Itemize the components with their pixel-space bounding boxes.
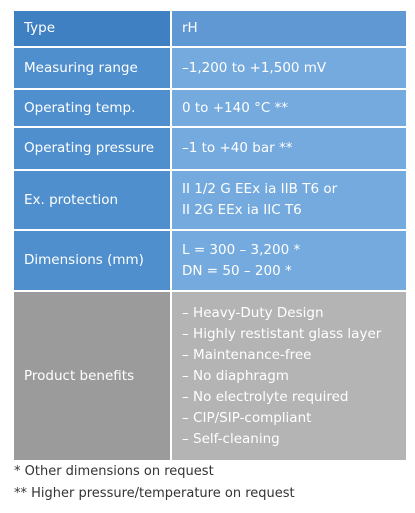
row: Ex. protection II 1/2 G EEx ia IIB T6 or… (14, 171, 406, 229)
benefit: – No diaphragm (182, 367, 289, 384)
header-row: Type rH (14, 11, 406, 46)
value-line: II 2G EEx ia IIC T6 (182, 202, 302, 218)
row: Operating pressure –1 to +40 bar ** (14, 128, 406, 169)
header-cell: Type (14, 11, 170, 46)
row-value: –1,200 to +1,500 mV (172, 48, 406, 88)
benefit: – Heavy-Duty Design (182, 304, 324, 321)
value-line: L = 300 – 3,200 * (182, 241, 301, 258)
row: Dimensions (mm) L = 300 – 3,200 * DN = 5… (14, 231, 406, 290)
row-value: L = 300 – 3,200 * DN = 50 – 200 * (172, 231, 406, 290)
row-label: Measuring range (14, 48, 170, 88)
benefit: – Maintenance-free (182, 346, 312, 363)
row-value: –1 to +40 bar ** (172, 128, 406, 169)
spec-table: Type rH Measuring range –1,200 to +1,500… (14, 11, 406, 460)
row-label: Operating temp. (14, 90, 170, 126)
value-line: II 1/2 G EEx ia IIB T6 or (182, 181, 338, 197)
benefit: – Self-cleaning (182, 430, 280, 447)
row-label: Operating pressure (14, 128, 170, 169)
footnote: ** Higher pressure/temperature on reques… (14, 486, 295, 501)
row-label: Dimensions (mm) (14, 231, 170, 290)
row-value: II 1/2 G EEx ia IIB T6 or II 2G EEx ia I… (172, 171, 406, 229)
value-line: DN = 50 – 200 * (182, 262, 292, 279)
row-value: 0 to +140 °C ** (172, 90, 406, 126)
benefit: – Highly restistant glass layer (182, 325, 382, 342)
header-cell: rH (172, 11, 406, 46)
footnote: * Other dimensions on request (14, 464, 214, 479)
row-label: Ex. protection (14, 171, 170, 229)
row-label: Product benefits (14, 292, 170, 460)
row: Operating temp. 0 to +140 °C ** (14, 90, 406, 126)
benefit: – CIP/SIP-compliant (182, 409, 312, 426)
row-value: – Heavy-Duty Design – Highly restistant … (172, 292, 406, 460)
benefit: – No electrolyte required (182, 388, 349, 405)
row: Product benefits – Heavy-Duty Design – H… (14, 292, 406, 460)
row: Measuring range –1,200 to +1,500 mV (14, 48, 406, 88)
